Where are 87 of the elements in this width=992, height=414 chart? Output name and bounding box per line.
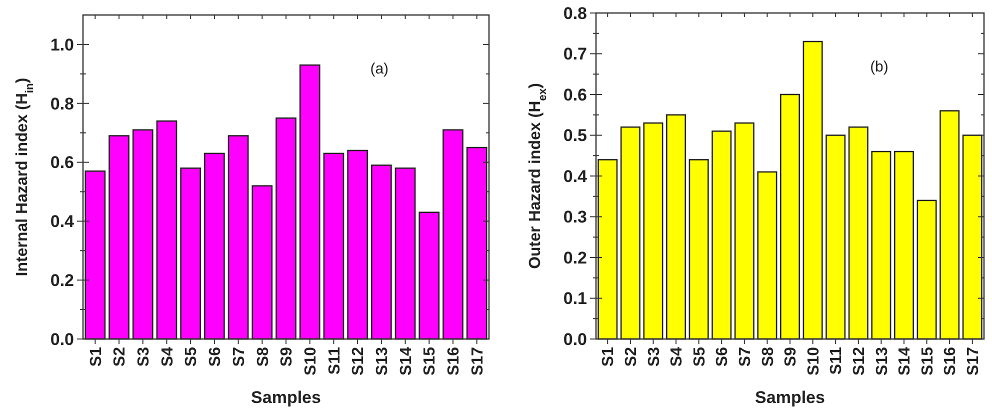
bar xyxy=(466,146,488,340)
bar xyxy=(598,159,618,340)
x-tick-label: S10 xyxy=(805,346,822,376)
x-tick-label: S8 xyxy=(760,346,777,367)
x-tick-label: S4 xyxy=(159,346,176,367)
x-tick-label: S17 xyxy=(964,346,982,376)
y-tick-label: 1.0 xyxy=(50,35,74,54)
y-tick-label: 0.6 xyxy=(50,153,74,172)
bar xyxy=(780,94,800,340)
y-tick-label: 0.1 xyxy=(563,289,587,308)
x-tick-label: S9 xyxy=(782,346,800,367)
y-tick-label: 0.7 xyxy=(563,44,587,64)
x-tick-label: S8 xyxy=(254,346,272,367)
bar xyxy=(156,120,178,340)
bar xyxy=(666,114,686,340)
y-tick-label: 0.4 xyxy=(50,212,75,232)
x-tick-label: S3 xyxy=(135,346,152,367)
bar xyxy=(688,159,709,340)
x-tick-label: S5 xyxy=(691,346,708,367)
x-tick-label: S9 xyxy=(278,346,296,367)
y-tick-label: 0.3 xyxy=(563,208,587,227)
y-tick-label: 0.8 xyxy=(563,4,587,23)
bar xyxy=(108,135,130,340)
bar xyxy=(802,40,823,340)
y-tick-label: 0.0 xyxy=(563,330,587,349)
annotation: (a) xyxy=(370,60,389,78)
x-tick-label: S11 xyxy=(828,346,846,375)
x-tick-label: S11 xyxy=(326,346,344,375)
bar xyxy=(252,185,273,340)
bar xyxy=(962,134,982,340)
x-tick-label: S17 xyxy=(469,346,486,376)
bar xyxy=(299,64,320,340)
x-tick-label: S2 xyxy=(623,346,640,367)
y-tick-label: 0.6 xyxy=(563,85,587,104)
x-tick-label: S14 xyxy=(896,346,914,376)
x-tick-label: S1 xyxy=(88,346,105,367)
bar xyxy=(826,134,846,340)
x-axis-title: Samples xyxy=(755,388,825,407)
x-tick-label: S6 xyxy=(207,346,224,367)
bar xyxy=(347,150,368,340)
bar xyxy=(370,164,392,340)
x-tick-label: S1 xyxy=(600,346,618,367)
bar xyxy=(442,129,464,340)
bar xyxy=(894,150,914,340)
bar xyxy=(916,200,937,340)
x-tick-label: S3 xyxy=(646,346,663,367)
x-tick-label: S16 xyxy=(446,346,463,376)
y-tick-label: 0.0 xyxy=(50,330,74,349)
x-axis-title: Samples xyxy=(251,388,321,407)
x-tick-label: S15 xyxy=(422,346,439,376)
bar xyxy=(871,150,892,340)
bar xyxy=(712,130,732,340)
bar xyxy=(940,110,960,340)
bar xyxy=(757,171,778,340)
x-tick-label: S15 xyxy=(919,346,936,376)
x-tick-label: S5 xyxy=(183,346,200,367)
bar xyxy=(418,212,440,340)
bar xyxy=(620,126,640,340)
bar xyxy=(734,122,754,340)
x-tick-label: S13 xyxy=(374,346,392,376)
x-tick-label: S7 xyxy=(230,346,248,367)
bar xyxy=(132,129,154,340)
bar xyxy=(228,135,249,340)
x-tick-label: S16 xyxy=(942,346,960,376)
bar xyxy=(323,152,344,340)
x-tick-label: S12 xyxy=(350,346,368,376)
x-tick-label: S2 xyxy=(112,346,129,367)
x-tick-label: S13 xyxy=(874,346,891,376)
y-tick-label: 0.2 xyxy=(50,271,74,290)
y-tick-label: 0.2 xyxy=(563,248,587,268)
annotation: (b) xyxy=(870,58,888,76)
bar xyxy=(643,122,664,340)
x-tick-label: S6 xyxy=(714,346,732,367)
y-tick-label: 0.5 xyxy=(563,126,587,146)
x-tick-label: S14 xyxy=(398,346,415,376)
x-tick-label: S4 xyxy=(668,346,686,367)
x-tick-label: S10 xyxy=(302,346,320,376)
bar xyxy=(848,126,868,340)
x-tick-label: S12 xyxy=(850,346,868,376)
bar xyxy=(276,117,296,340)
bar xyxy=(394,168,416,340)
bar xyxy=(204,152,225,340)
y-tick-label: 0.8 xyxy=(50,94,74,114)
bar xyxy=(84,170,106,340)
x-tick-label: S7 xyxy=(737,346,754,367)
bar xyxy=(180,168,202,340)
y-tick-label: 0.4 xyxy=(563,166,588,186)
